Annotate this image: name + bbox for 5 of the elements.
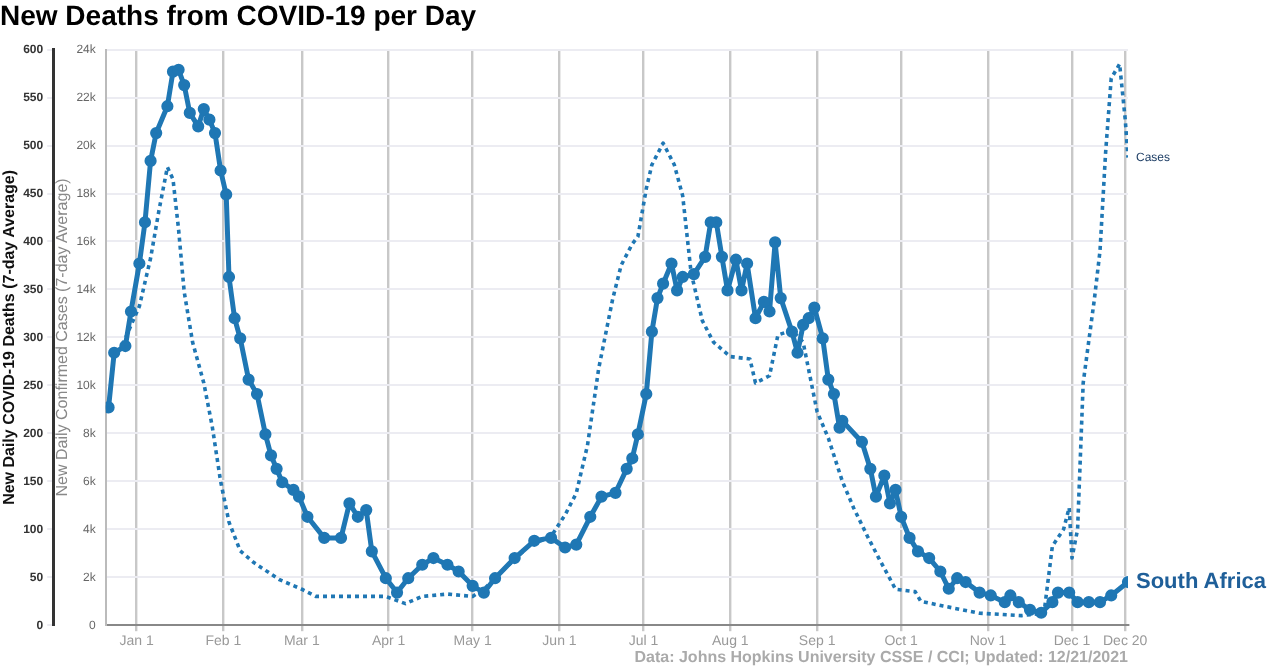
series-label: South Africa [1136,570,1268,595]
y-axis-title: New Daily COVID-19 Deaths (7-day Average) [0,169,19,505]
y2-axis-title: New Daily Confirmed Cases (7-day Average) [53,177,72,497]
chart-title: New Deaths from COVID-19 per Day [0,0,477,31]
text: Data: Johns Hopkins University CSSE / CCI; Updated: 12/21/2021 [634,648,1130,667]
